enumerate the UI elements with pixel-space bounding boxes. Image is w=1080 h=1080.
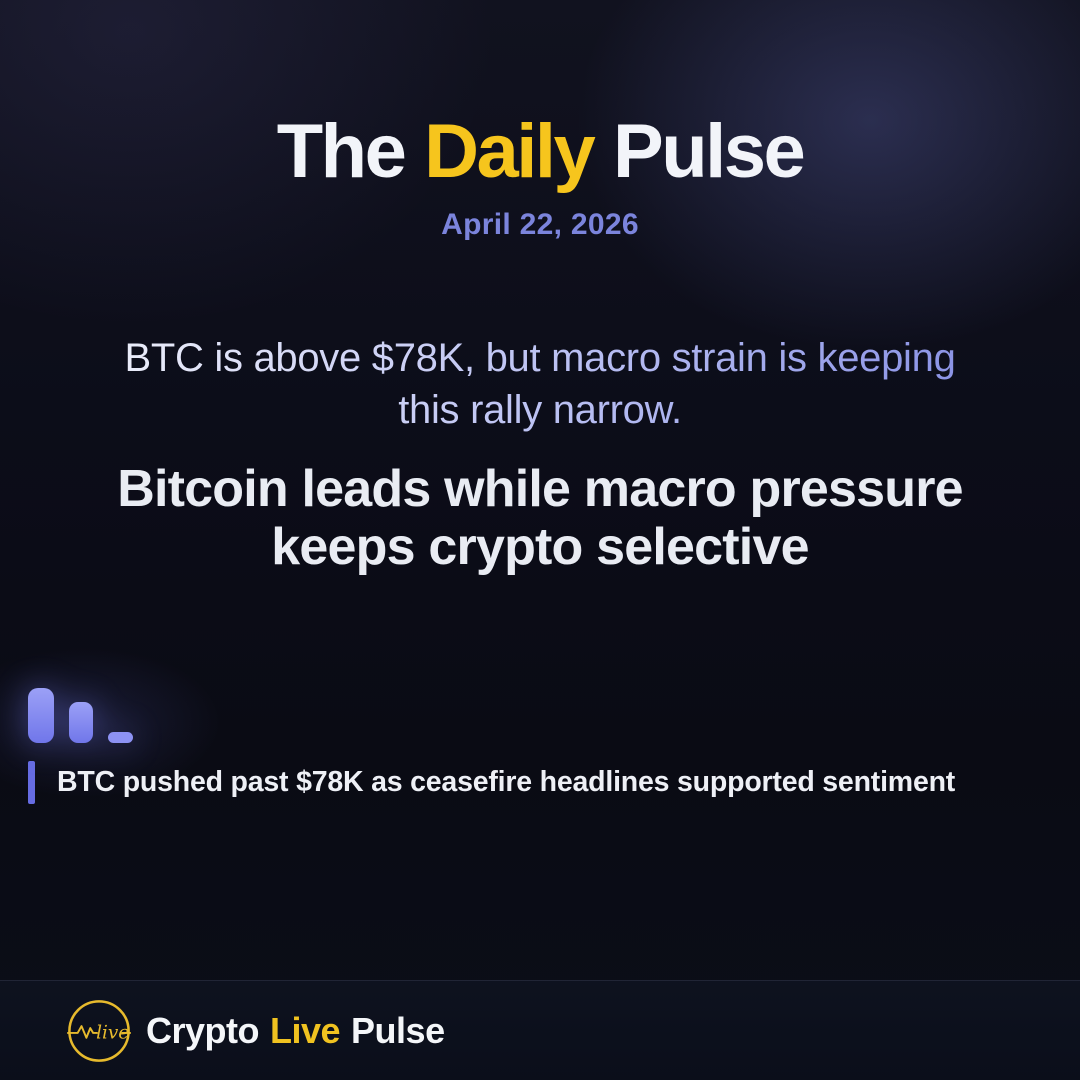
badge-word: live [96,1022,129,1043]
date-label: April 22, 2026 [441,208,639,241]
insight-section: BTC pushed past $78K as ceasefire headli… [28,688,1080,805]
brand-part1: Crypto [146,1009,260,1051]
title-accent: Daily [424,109,596,194]
highlight-text: BTC pushed past $78K as ceasefire headli… [57,766,956,799]
headline: Bitcoin leads while macro pressure keeps… [0,460,1080,576]
bar-chart-icon [28,688,133,744]
brand-accent: Live [270,1009,341,1051]
footer: live Crypto Live Pulse [0,980,1080,1080]
brand-name: Crypto Live Pulse [146,1010,445,1052]
bar-chart-icon-bar-tall [28,688,54,744]
page-title: The Daily Pulse [0,114,1080,190]
title-part1: The [276,109,407,194]
brand-part2: Pulse [351,1009,445,1051]
headline-line2: keeps crypto selective [271,518,809,577]
highlight-row: BTC pushed past $78K as ceasefire headli… [28,761,1080,805]
subtitle-line2: this rally narrow. [398,388,682,432]
header: The Daily Pulse April 22, 2026 [0,0,1080,242]
subtitle: BTC is above $78K, but macro strain is k… [0,332,1080,436]
highlight-accent-bar [28,761,35,805]
bar-chart-icon-bar-medium [69,702,93,744]
title-part2: Pulse [613,109,806,194]
bar-chart-icon-bar-short [108,732,133,744]
live-pulse-badge-icon: live [66,998,132,1064]
subtitle-line1: BTC is above $78K, but macro strain is k… [124,336,956,380]
headline-line1: Bitcoin leads while macro pressure [117,460,963,518]
